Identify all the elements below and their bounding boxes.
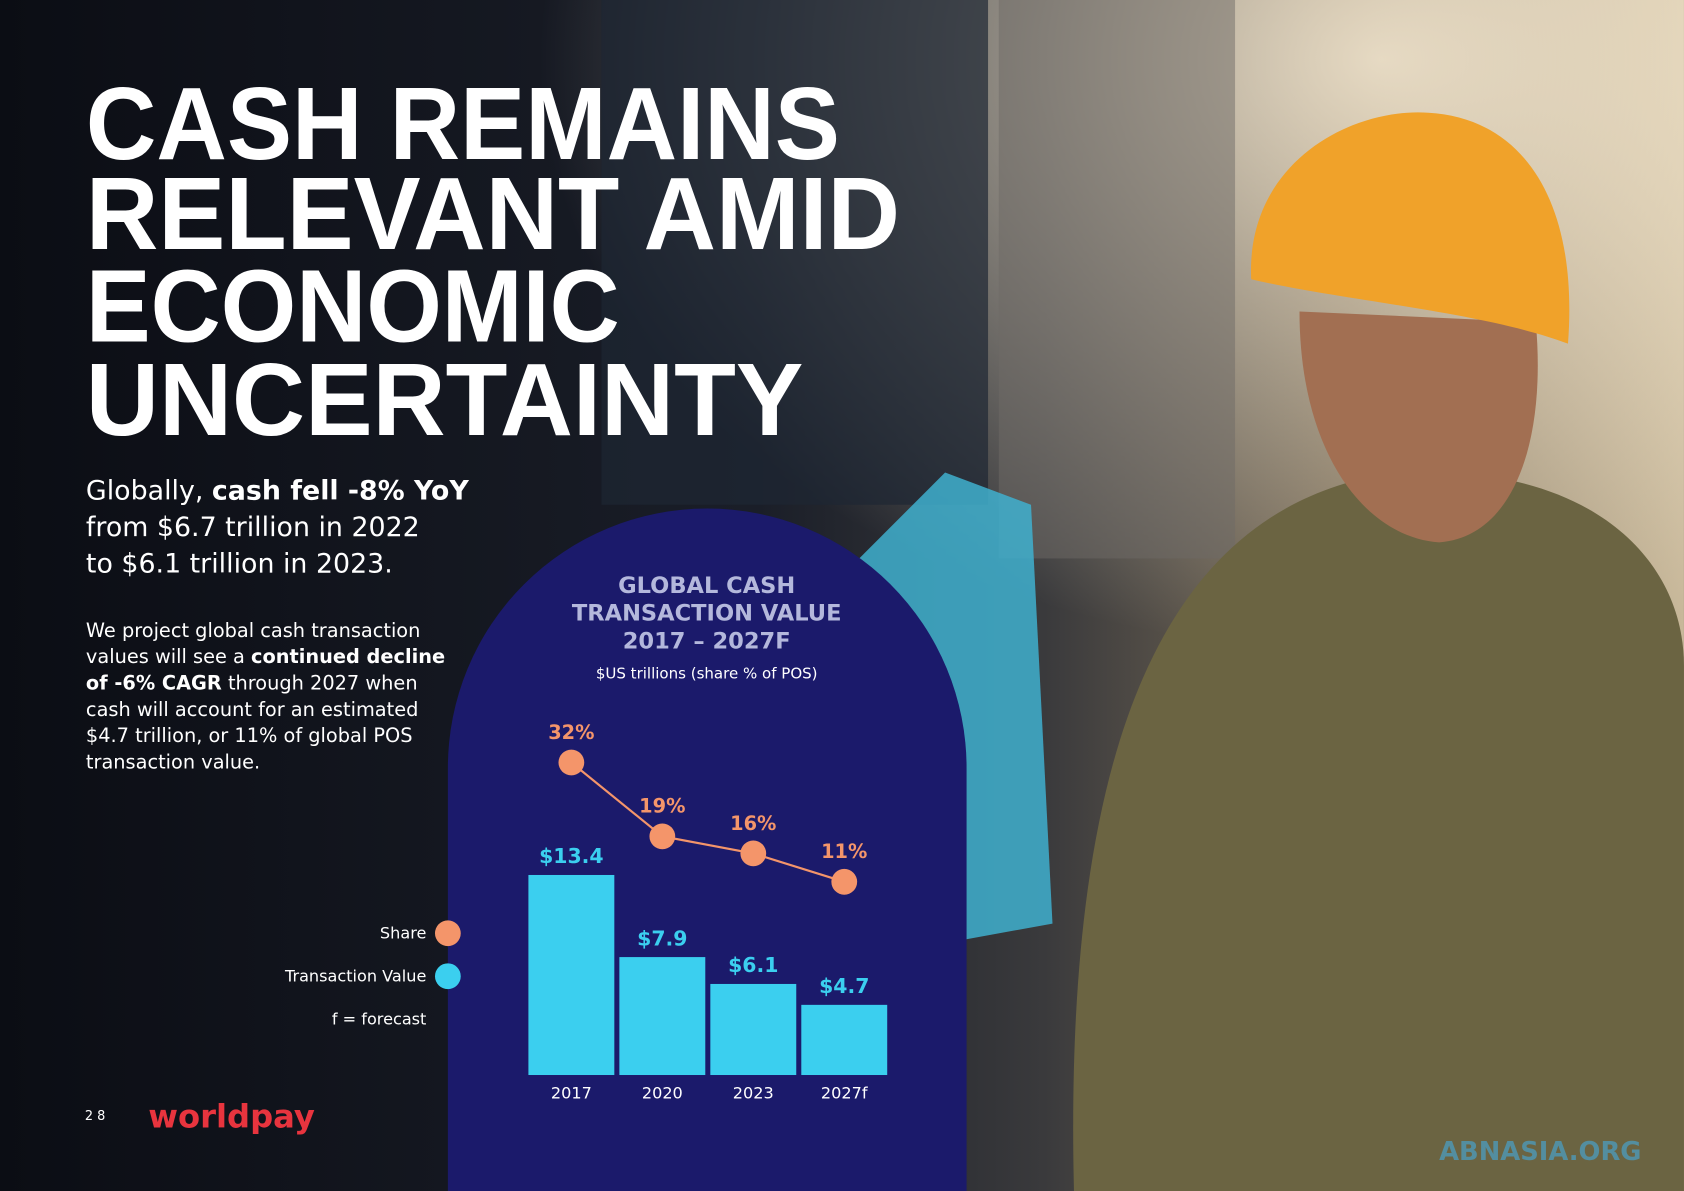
headline-line: UNCERTAINTY bbox=[86, 342, 803, 457]
summary-line: from $6.7 trillion in 2022 bbox=[86, 512, 420, 543]
share-label: 19% bbox=[639, 795, 685, 818]
x-tick-label: 2020 bbox=[642, 1084, 683, 1103]
body-line: $4.7 trillion, or 11% of global POS bbox=[86, 724, 413, 747]
chart-title: 2017 – 2027F bbox=[623, 629, 791, 655]
summary-line: Globally, cash fell -8% YoY bbox=[86, 475, 469, 506]
bar bbox=[528, 874, 615, 1076]
body-line: We project global cash transaction bbox=[86, 619, 420, 642]
headline-line: CASH REMAINS bbox=[86, 66, 840, 181]
body-line-segment: $4.7 trillion, or 11% of global POS bbox=[86, 724, 413, 747]
chart-subtitle: $US trillions (share % of POS) bbox=[596, 665, 818, 683]
body-line-segment: transaction value. bbox=[86, 750, 260, 773]
x-tick-label: 2017 bbox=[551, 1084, 592, 1103]
body-line-segment: continued decline bbox=[251, 645, 445, 668]
watermark: ABNASIA.ORG bbox=[1439, 1137, 1641, 1167]
bar bbox=[801, 1004, 888, 1076]
body-line: transaction value. bbox=[86, 750, 260, 773]
body-line-segment: of -6% CAGR bbox=[86, 671, 222, 694]
body-line-segment: values will see a bbox=[86, 645, 251, 668]
share-label: 32% bbox=[548, 721, 594, 744]
summary-line-segment: from $6.7 trillion in 2022 bbox=[86, 512, 420, 543]
beanie bbox=[1250, 112, 1570, 344]
bar-label: $4.7 bbox=[819, 974, 869, 998]
summary-line-segment: to $6.1 trillion in 2023. bbox=[86, 548, 393, 579]
summary-line-segment: Globally, bbox=[86, 475, 212, 506]
share-dot bbox=[831, 868, 858, 895]
legend-label: Transaction Value bbox=[284, 967, 426, 986]
body-line-segment: cash will account for an estimated bbox=[86, 698, 418, 721]
chart-title: TRANSACTION VALUE bbox=[572, 601, 842, 627]
share-label: 11% bbox=[821, 840, 867, 863]
share-label: 16% bbox=[730, 812, 776, 835]
body-line: values will see a continued decline bbox=[86, 645, 445, 668]
chart-title: GLOBAL CASH bbox=[618, 573, 795, 599]
bar-label: $7.9 bbox=[637, 926, 687, 950]
share-dot bbox=[740, 840, 767, 867]
body-line: cash will account for an estimated bbox=[86, 698, 418, 721]
building bbox=[601, 0, 989, 505]
summary-line-segment: cash fell -8% YoY bbox=[212, 475, 469, 506]
bar-label: $13.4 bbox=[539, 844, 604, 868]
bar bbox=[619, 957, 706, 1076]
body-line-segment: We project global cash transaction bbox=[86, 619, 420, 642]
x-tick-label: 2027f bbox=[821, 1084, 868, 1103]
logo: worldpay bbox=[148, 1098, 315, 1136]
body-line-segment: through 2027 when bbox=[222, 671, 418, 694]
body-line: of -6% CAGR through 2027 when bbox=[86, 671, 418, 694]
headline-line: ECONOMIC bbox=[86, 249, 620, 364]
bar-label: $6.1 bbox=[728, 953, 778, 977]
headline-line: RELEVANT AMID bbox=[86, 156, 900, 271]
legend-swatch bbox=[434, 920, 461, 947]
sweater bbox=[1073, 471, 1684, 1191]
bar bbox=[710, 983, 797, 1076]
legend-swatch bbox=[434, 963, 461, 990]
legend-label: Share bbox=[380, 924, 427, 943]
face bbox=[1299, 311, 1538, 543]
summary-line: to $6.1 trillion in 2023. bbox=[86, 548, 393, 579]
share-line bbox=[570, 761, 845, 883]
share-dot bbox=[649, 823, 676, 850]
building bbox=[998, 0, 1236, 559]
share-dot bbox=[558, 749, 585, 776]
x-tick-label: 2023 bbox=[733, 1084, 774, 1103]
legend-note: f = forecast bbox=[332, 1010, 426, 1029]
page-number: 2 8 bbox=[85, 1109, 105, 1124]
